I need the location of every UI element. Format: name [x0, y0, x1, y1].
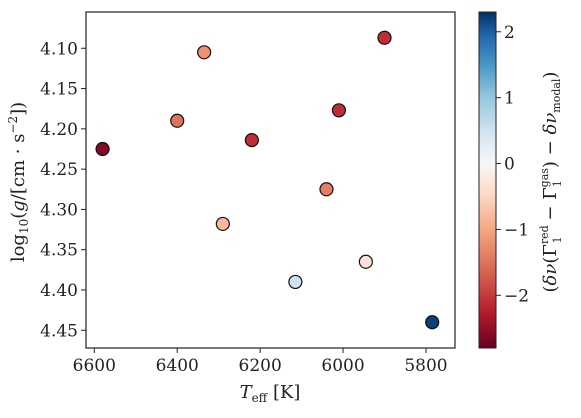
- data-point: [215, 216, 230, 232]
- x-tick-label: 6600: [73, 356, 116, 376]
- colorbar-ticks: 2 1 0 −1 −2: [496, 23, 529, 306]
- data-point: [95, 141, 110, 157]
- x-axis-ticks: 6600 6400 6200 6000 5800: [73, 348, 448, 376]
- data-point: [377, 30, 392, 45]
- y-axis-ticks: 4.10 4.15 4.20 4.25 4.30 4.35 4.40 4.45: [40, 39, 86, 341]
- data-point: [425, 315, 440, 330]
- colorbar: [478, 11, 497, 349]
- y-axis-label: log10(g/[cm · s−2]): [6, 102, 31, 262]
- colorbar-tick-label: −1: [504, 220, 529, 240]
- colorbar-label: (δν(Γred1 − Γgas1) − δνmodal): [538, 72, 564, 293]
- x-tick-label: 6200: [239, 356, 282, 376]
- plot-area: [85, 11, 456, 349]
- colorbar-tick-label: 0: [504, 155, 515, 175]
- data-point: [170, 113, 185, 128]
- data-point: [244, 133, 259, 148]
- colorbar-tick-label: 2: [504, 23, 515, 43]
- y-tick-label: 4.30: [40, 200, 78, 220]
- y-tick-label: 4.35: [40, 241, 78, 261]
- data-point: [331, 103, 347, 118]
- data-point: [288, 274, 303, 290]
- colorbar-tick-label: −2: [504, 286, 529, 306]
- y-tick-label: 4.25: [40, 160, 78, 180]
- x-tick-label: 5800: [404, 356, 447, 376]
- y-tick-label: 4.10: [40, 39, 78, 59]
- data-point: [358, 254, 373, 269]
- data-point: [319, 182, 334, 197]
- data-point: [197, 45, 212, 60]
- y-tick-label: 4.20: [40, 120, 78, 140]
- y-tick-label: 4.15: [40, 80, 78, 100]
- x-tick-label: 6400: [156, 356, 199, 376]
- data-points: [95, 30, 440, 330]
- x-tick-label: 6000: [321, 356, 364, 376]
- colorbar-tick-label: 1: [504, 89, 515, 109]
- y-tick-label: 4.40: [40, 281, 78, 301]
- y-tick-label: 4.45: [40, 321, 78, 341]
- x-axis-label: Teff [K]: [240, 382, 301, 405]
